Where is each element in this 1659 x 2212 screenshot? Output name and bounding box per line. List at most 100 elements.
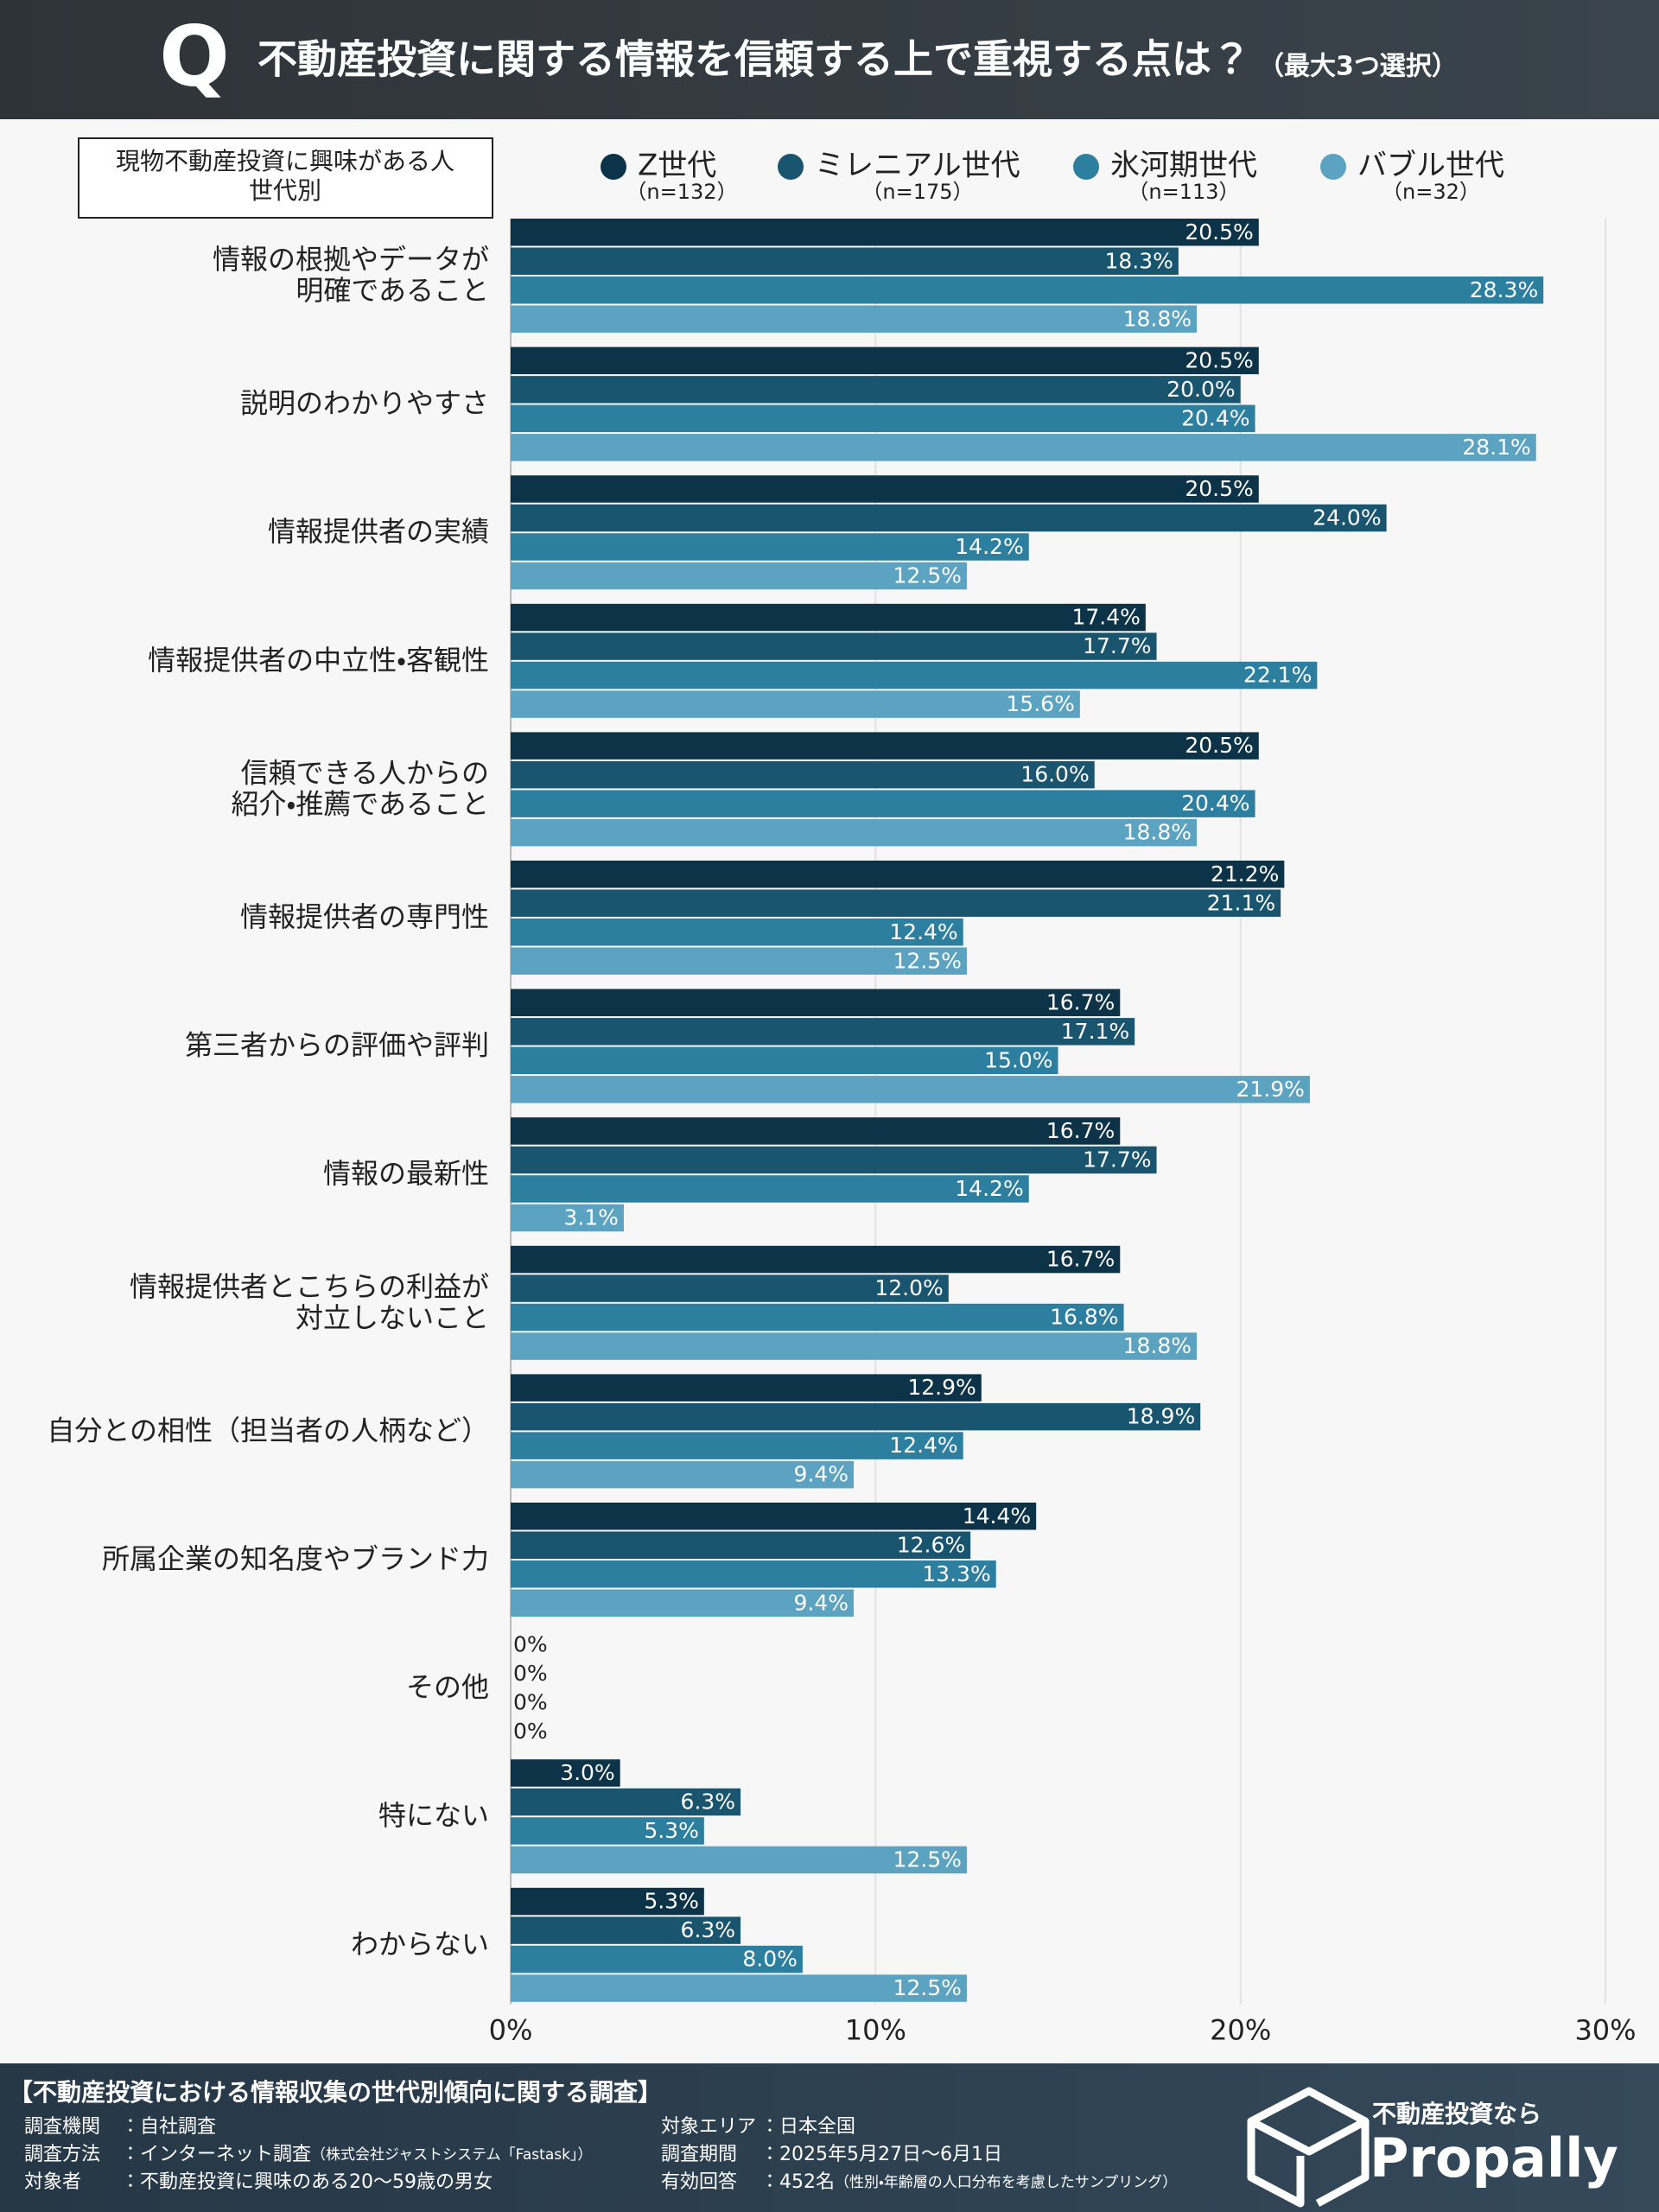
value-label: 3.1% <box>563 1205 619 1230</box>
footer-label: 調査機関 <box>24 2116 100 2138</box>
value-label: 0% <box>513 1689 548 1714</box>
bar <box>511 376 1241 404</box>
x-tick-label: 30% <box>1574 2013 1636 2046</box>
value-label: 12.9% <box>907 1375 976 1400</box>
value-label: 18.8% <box>1123 1333 1192 1358</box>
bar <box>511 732 1259 760</box>
value-label: 17.4% <box>1071 605 1140 630</box>
footer-label: 対象エリア <box>661 2116 756 2138</box>
bar <box>511 1432 963 1459</box>
footer-value: ：452名 <box>760 2171 835 2193</box>
value-label: 5.3% <box>644 1889 699 1914</box>
value-label: 3.0% <box>560 1760 615 1785</box>
bar <box>511 632 1157 660</box>
category-label: 明確であること <box>296 274 489 307</box>
bar <box>511 1887 704 1916</box>
value-label: 0% <box>513 1719 548 1744</box>
value-label: 22.1% <box>1243 663 1312 688</box>
value-label: 21.1% <box>1207 890 1275 915</box>
legend-dot <box>778 154 804 180</box>
bar <box>511 1817 704 1845</box>
bar <box>511 1846 967 1874</box>
value-label: 9.4% <box>793 1590 849 1615</box>
bar <box>511 562 967 590</box>
footer-label: 有効回答 <box>661 2171 737 2193</box>
value-label: 12.5% <box>893 1975 961 2000</box>
bar <box>511 1503 1037 1530</box>
legend-dot <box>1073 154 1099 180</box>
value-label: 20.4% <box>1181 405 1249 430</box>
legend-dot <box>1320 154 1346 180</box>
bar <box>511 1274 949 1302</box>
value-label: 20.5% <box>1185 347 1253 372</box>
category-label: 信頼できる人からの <box>241 756 489 789</box>
bar <box>511 346 1259 375</box>
value-label: 20.5% <box>1185 733 1253 758</box>
bar <box>511 434 1536 461</box>
category-label: 情報提供者とこちらの利益が <box>130 1270 489 1303</box>
value-label: 28.3% <box>1470 277 1538 302</box>
legend-label: ミレニアル世代 <box>815 149 1020 183</box>
value-label: 18.8% <box>1123 306 1192 331</box>
bar <box>511 790 1255 817</box>
value-label: 20.5% <box>1185 219 1253 245</box>
legend-n: （n=175） <box>861 180 973 204</box>
value-label: 14.4% <box>963 1503 1031 1529</box>
value-label: 0% <box>513 1631 548 1656</box>
header-note: （最大3つ選択） <box>1258 52 1458 82</box>
bar <box>511 305 1197 333</box>
category-label: その他 <box>406 1671 489 1704</box>
bar <box>511 988 1121 1017</box>
header-bar <box>0 0 1659 119</box>
bar <box>511 1916 741 1944</box>
logo-icon <box>1247 2087 1370 2208</box>
category-label: 対立しないこと <box>296 1301 489 1334</box>
bar <box>511 1117 1121 1145</box>
value-label: 9.4% <box>793 1462 849 1487</box>
legend-n: （n=32） <box>1382 180 1480 204</box>
bar <box>511 603 1146 632</box>
footer-bar <box>0 2063 1659 2212</box>
value-label: 12.5% <box>893 948 961 973</box>
category-label: 自分との相性（担当者の人柄など） <box>47 1414 489 1446</box>
value-label: 28.1% <box>1462 435 1530 460</box>
value-label: 21.9% <box>1236 1077 1304 1102</box>
footer-label: 調査方法 <box>24 2144 100 2165</box>
bar <box>511 247 1179 275</box>
footer-value: ：インターネット調査 <box>121 2144 311 2165</box>
bar <box>511 1204 624 1232</box>
footer-note: （株式会社ジャストシステム「Fastask」） <box>311 2146 592 2164</box>
category-label: 所属企業の知名度やブランド力 <box>102 1542 489 1575</box>
bar <box>511 533 1029 561</box>
bar <box>511 861 1285 888</box>
x-tick-label: 0% <box>489 2013 533 2046</box>
value-label: 16.0% <box>1020 762 1089 787</box>
bar <box>511 219 1259 246</box>
value-label: 5.3% <box>644 1818 699 1843</box>
value-label: 15.0% <box>984 1047 1052 1072</box>
value-label: 18.8% <box>1123 820 1192 845</box>
value-label: 16.8% <box>1050 1305 1118 1330</box>
value-label: 18.3% <box>1104 248 1173 273</box>
legend-title-box <box>78 137 493 219</box>
value-label: 17.7% <box>1083 633 1151 658</box>
bar <box>511 690 1080 718</box>
x-tick-label: 20% <box>1210 2013 1271 2046</box>
footer-label: 対象者 <box>24 2171 81 2193</box>
legend-title: 世代別 <box>249 176 321 205</box>
value-label: 15.6% <box>1006 691 1074 716</box>
bar <box>511 1018 1135 1046</box>
legend-label: バブル世代 <box>1357 149 1504 183</box>
legend-label: Z世代 <box>638 149 716 183</box>
bar <box>511 818 1197 847</box>
footer-value: ：不動産投資に興味のある20～59歳の男女 <box>121 2171 493 2193</box>
bar <box>511 1531 971 1559</box>
value-label: 8.0% <box>742 1947 798 1972</box>
category-label: 紹介・推薦であること <box>231 787 489 820</box>
value-label: 12.5% <box>893 1847 961 1872</box>
header-title: 不動産投資に関する情報を信頼する上で重視する点は？ <box>257 36 1251 83</box>
legend-n: （n=132） <box>626 180 737 204</box>
value-label: 17.7% <box>1083 1147 1151 1172</box>
bar <box>511 404 1255 433</box>
